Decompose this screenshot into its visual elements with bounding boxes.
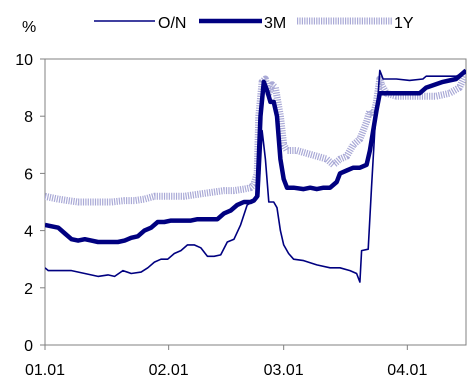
plot-border [44,58,467,346]
series-line-1y [45,71,466,206]
y-tick-label: 8 [24,109,33,126]
y-tick-label: 10 [15,52,33,69]
x-tick-label: 03.01 [264,362,304,379]
y-tick-label: 6 [24,166,33,183]
y-tick-label: 2 [24,281,33,298]
y-tick-label: 4 [24,224,33,241]
y-tick-label: 0 [24,338,33,355]
series-line-3m [45,68,466,245]
legend-label: 1Y [394,15,414,32]
y-axis-label: % [22,19,36,36]
legend-label: O/N [158,15,186,32]
series-layer [45,68,466,283]
axes: 0 2 4 6 8 10 01.01 02.01 03.01 04.01% [15,19,467,379]
series-line-o-n [45,69,466,283]
x-tick-label: 04.01 [387,362,427,379]
legend-item-o-n: O/N [94,15,186,32]
x-tick-label: 01.01 [25,362,65,379]
legend-label: 3M [264,15,286,32]
legend: O/N 3M 1Y [94,15,414,32]
legend-item-3m: 3M [199,15,286,32]
x-tick-label: 02.01 [149,362,189,379]
legend-item-1y: 1Y [297,15,414,32]
